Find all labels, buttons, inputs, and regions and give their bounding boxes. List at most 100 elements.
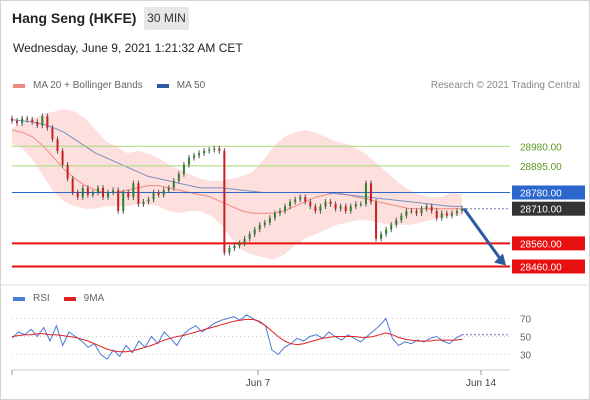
candle-body (314, 206, 317, 211)
candle-body (177, 174, 180, 181)
candle-body (21, 118, 24, 124)
candle-body (339, 206, 342, 209)
legend-item-ma50: MA 50 (156, 80, 206, 91)
candle-body (213, 148, 216, 150)
ma50-line (11, 119, 462, 207)
candle-body (51, 127, 54, 140)
candle-body (445, 213, 448, 216)
candle-body (172, 180, 175, 188)
candle-body (41, 116, 44, 126)
candle-body (263, 222, 266, 225)
candle-body (405, 211, 408, 216)
legend-label-ma50: MA 50 (176, 80, 206, 91)
candle-body (46, 116, 49, 128)
legend-swatch-bollinger (13, 83, 25, 88)
candle-body (319, 206, 322, 211)
copyright-text: Research © 2021 Trading Central (430, 80, 580, 91)
candle-body (218, 148, 221, 151)
candle-body (81, 187, 84, 198)
candle-body (380, 234, 383, 239)
candle-body (86, 187, 89, 195)
candle-body (334, 204, 337, 209)
candle-body (76, 192, 79, 198)
candle-body (258, 224, 261, 230)
price-label-support-5: 28460.00 (520, 263, 562, 274)
candle-body (11, 118, 13, 121)
candle-body (233, 245, 236, 248)
candle-body (66, 164, 69, 179)
candle-body (359, 204, 362, 206)
candle-body (71, 178, 74, 193)
x-tick-label-0: Jun 7 (246, 378, 271, 389)
candle-body (122, 192, 125, 211)
forecast-arrow-head (494, 253, 506, 266)
candle-body (400, 215, 403, 221)
candle-body (208, 149, 211, 151)
candle-body (198, 153, 201, 156)
candle-body (455, 211, 458, 214)
candle-body (162, 190, 165, 195)
candle-body (395, 220, 398, 225)
price-label-box-pivot-2 (512, 185, 585, 200)
legend-item-rsi: RSI (13, 293, 50, 304)
candle-body (435, 211, 438, 218)
candle-body (294, 199, 297, 202)
candle-body (223, 150, 226, 253)
candle-body (187, 157, 190, 165)
candle-body (238, 243, 241, 246)
candle-body (304, 197, 307, 202)
candle-body (278, 211, 281, 214)
candle-body (450, 213, 453, 216)
candle-body (132, 183, 135, 198)
timestamp: Wednesday, June 9, 2021 1:21:32 AM CET (13, 41, 243, 55)
candle-body (410, 211, 413, 212)
legend-swatch-ma50 (156, 83, 169, 88)
candle-body (425, 206, 428, 209)
price-label-box-support-5 (512, 259, 585, 274)
candle-body (102, 187, 105, 198)
legend-item-bollinger: MA 20 + Bollinger Bands (13, 80, 143, 91)
timeframe-button[interactable]: 30 MIN (144, 7, 189, 30)
ma20-line (11, 129, 462, 214)
bollinger-band (12, 109, 462, 260)
candle-body (61, 150, 64, 165)
price-label-resistance-0: 28980.00 (520, 142, 562, 153)
price-label-support-4: 28560.00 (520, 239, 562, 250)
candle-body (203, 150, 206, 154)
price-label-box-support-4 (512, 236, 585, 251)
candle-body (31, 119, 34, 122)
candle-body (243, 238, 246, 244)
candle-body (167, 187, 170, 191)
price-label-last-3: 28710.00 (520, 205, 562, 216)
candle-body (324, 201, 327, 207)
candle-body (127, 192, 130, 198)
candle-body (440, 213, 443, 218)
candle-body (182, 164, 185, 174)
legend-swatch-rsi (13, 296, 25, 301)
candle-body (91, 192, 94, 195)
price-label-box-last-3 (512, 201, 585, 216)
candle-body (289, 201, 292, 207)
candle-body (349, 206, 352, 211)
rsi-9ma-line (11, 318, 463, 353)
candle-body (16, 120, 19, 124)
candle-body (385, 229, 388, 235)
candle-body (228, 248, 231, 253)
instrument-title: Hang Seng (HKFE) (12, 10, 137, 26)
candle-body (248, 234, 251, 239)
candle-body (364, 183, 367, 205)
candle-body (375, 201, 378, 239)
candle-body (26, 118, 29, 120)
candle-body (415, 211, 418, 214)
candle-body (329, 201, 332, 205)
candle-body (268, 217, 271, 223)
candle-body (299, 197, 302, 200)
candle-body (284, 206, 287, 211)
candle-body (36, 121, 39, 126)
price-label-resistance-1: 28895.00 (520, 162, 562, 173)
legend-label-9ma: 9MA (83, 293, 105, 304)
legend-label-bollinger: MA 20 + Bollinger Bands (33, 80, 143, 91)
rsi-tick-label-70: 70 (520, 315, 532, 326)
candle-body (107, 192, 110, 198)
